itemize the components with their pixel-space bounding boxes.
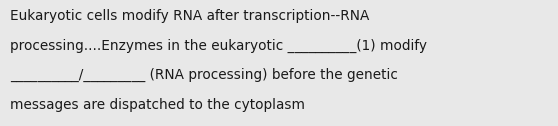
- Text: processing....Enzymes in the eukaryotic __________(1) modify: processing....Enzymes in the eukaryotic …: [10, 38, 427, 53]
- Text: messages are dispatched to the cytoplasm: messages are dispatched to the cytoplasm: [10, 98, 305, 112]
- Text: Eukaryotic cells modify RNA after transcription--RNA: Eukaryotic cells modify RNA after transc…: [10, 9, 369, 23]
- Text: __________/_________ (RNA processing) before the genetic: __________/_________ (RNA processing) be…: [10, 68, 398, 82]
